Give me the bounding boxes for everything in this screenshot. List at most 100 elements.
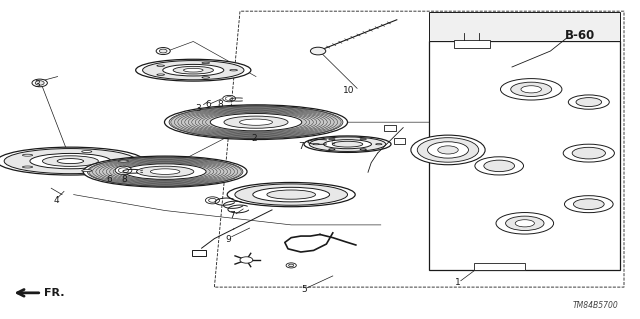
Bar bbox=[384, 125, 396, 131]
Ellipse shape bbox=[87, 157, 243, 186]
Ellipse shape bbox=[150, 169, 180, 174]
Ellipse shape bbox=[564, 196, 613, 213]
Circle shape bbox=[240, 257, 253, 263]
Text: 6: 6 bbox=[106, 175, 111, 184]
Ellipse shape bbox=[411, 135, 485, 165]
Ellipse shape bbox=[573, 199, 604, 210]
Ellipse shape bbox=[173, 66, 214, 74]
Circle shape bbox=[310, 47, 326, 55]
Ellipse shape bbox=[484, 160, 515, 172]
Circle shape bbox=[286, 263, 296, 268]
Bar bbox=[454, 40, 490, 48]
Ellipse shape bbox=[82, 151, 92, 152]
Circle shape bbox=[289, 264, 294, 267]
Ellipse shape bbox=[521, 86, 541, 93]
Ellipse shape bbox=[157, 65, 164, 66]
Text: 8: 8 bbox=[122, 175, 127, 184]
Ellipse shape bbox=[118, 160, 129, 162]
Ellipse shape bbox=[42, 156, 99, 167]
Polygon shape bbox=[429, 12, 620, 41]
Polygon shape bbox=[429, 41, 620, 270]
Ellipse shape bbox=[332, 141, 363, 147]
Circle shape bbox=[205, 197, 220, 204]
Text: 3: 3 bbox=[35, 80, 40, 89]
Text: 5: 5 bbox=[301, 285, 307, 294]
Ellipse shape bbox=[202, 77, 209, 78]
Ellipse shape bbox=[202, 62, 209, 64]
Ellipse shape bbox=[253, 187, 330, 202]
Ellipse shape bbox=[143, 61, 244, 80]
Text: TM84B5700: TM84B5700 bbox=[572, 301, 618, 310]
Ellipse shape bbox=[82, 170, 92, 172]
Ellipse shape bbox=[417, 138, 479, 162]
Ellipse shape bbox=[329, 149, 335, 150]
Ellipse shape bbox=[124, 164, 206, 179]
Ellipse shape bbox=[4, 149, 137, 174]
Ellipse shape bbox=[227, 182, 355, 207]
Ellipse shape bbox=[511, 82, 552, 96]
Ellipse shape bbox=[83, 156, 247, 187]
Ellipse shape bbox=[157, 74, 164, 75]
Text: 4: 4 bbox=[54, 196, 59, 204]
Ellipse shape bbox=[428, 142, 468, 158]
Circle shape bbox=[118, 168, 129, 173]
Bar bbox=[192, 250, 206, 256]
Ellipse shape bbox=[572, 147, 605, 159]
Circle shape bbox=[35, 81, 44, 85]
Text: 8: 8 bbox=[218, 100, 223, 109]
Text: 1: 1 bbox=[455, 278, 460, 287]
Ellipse shape bbox=[184, 68, 203, 72]
Ellipse shape bbox=[224, 116, 288, 128]
Ellipse shape bbox=[230, 70, 237, 71]
Ellipse shape bbox=[515, 220, 534, 227]
Text: 7: 7 bbox=[298, 142, 303, 151]
Ellipse shape bbox=[329, 138, 335, 140]
Ellipse shape bbox=[576, 98, 602, 107]
Ellipse shape bbox=[136, 59, 251, 81]
Circle shape bbox=[32, 79, 47, 87]
Ellipse shape bbox=[22, 154, 33, 156]
Ellipse shape bbox=[30, 153, 111, 169]
Circle shape bbox=[223, 95, 236, 102]
Text: 10: 10 bbox=[343, 86, 355, 95]
Circle shape bbox=[225, 97, 233, 100]
Ellipse shape bbox=[475, 157, 524, 175]
Ellipse shape bbox=[360, 149, 366, 150]
Circle shape bbox=[209, 198, 216, 202]
Text: FR.: FR. bbox=[44, 288, 64, 298]
Ellipse shape bbox=[360, 138, 366, 140]
Ellipse shape bbox=[568, 95, 609, 109]
Ellipse shape bbox=[57, 159, 84, 164]
Ellipse shape bbox=[239, 119, 273, 125]
Ellipse shape bbox=[0, 147, 144, 175]
Ellipse shape bbox=[309, 137, 386, 152]
Bar bbox=[474, 263, 525, 270]
Ellipse shape bbox=[22, 166, 33, 168]
Ellipse shape bbox=[438, 146, 458, 154]
Text: 2: 2 bbox=[252, 134, 257, 143]
Ellipse shape bbox=[169, 106, 343, 139]
Text: 9: 9 bbox=[225, 235, 230, 244]
Ellipse shape bbox=[136, 166, 194, 177]
Ellipse shape bbox=[163, 64, 224, 76]
Text: 3: 3 bbox=[196, 104, 201, 113]
Text: B-60: B-60 bbox=[565, 29, 595, 42]
Ellipse shape bbox=[563, 144, 614, 162]
Ellipse shape bbox=[500, 78, 562, 100]
Circle shape bbox=[115, 166, 132, 174]
Bar bbox=[394, 138, 405, 144]
Ellipse shape bbox=[267, 190, 316, 199]
Ellipse shape bbox=[324, 140, 371, 149]
Circle shape bbox=[159, 49, 167, 53]
Ellipse shape bbox=[376, 144, 382, 145]
Ellipse shape bbox=[496, 212, 554, 234]
Ellipse shape bbox=[304, 136, 391, 152]
Ellipse shape bbox=[313, 144, 319, 145]
Ellipse shape bbox=[210, 114, 302, 131]
Ellipse shape bbox=[235, 184, 348, 205]
Ellipse shape bbox=[506, 216, 544, 230]
Text: 6: 6 bbox=[205, 100, 211, 109]
Text: 7: 7 bbox=[230, 211, 235, 220]
Circle shape bbox=[156, 48, 170, 55]
Ellipse shape bbox=[164, 105, 348, 139]
